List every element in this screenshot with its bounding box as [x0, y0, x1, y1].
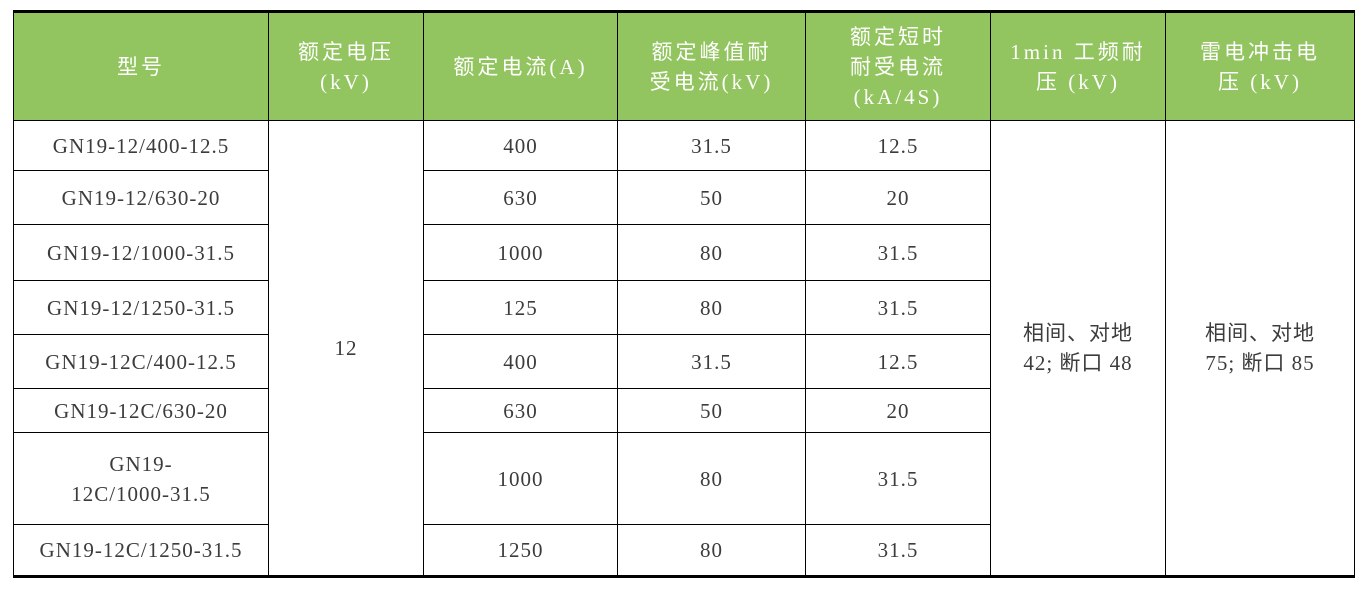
- table-row: GN19-12/400-12.5 12 400 31.5 12.5 相间、对地 …: [13, 120, 1355, 577]
- cell-peak-current: 31.5: [617, 334, 806, 389]
- cell-model: GN19-12/630-20: [13, 170, 269, 225]
- cell-rated-current: 630: [423, 170, 618, 225]
- merged-cell-rated-voltage: 12: [268, 120, 424, 577]
- header-peak-withstand-current: 额定峰值耐 受电流(kV): [617, 11, 806, 121]
- cell-rated-current: 1000: [423, 432, 618, 525]
- spec-table: 型号 额定电压 (kV) 额定电流(A) 额定峰值耐 受电流(kV) 额定短时 …: [13, 10, 1355, 578]
- cell-peak-current: 31.5: [617, 120, 806, 171]
- table-row: GN19-12C/630-20 630 50 20: [13, 388, 1355, 433]
- header-rated-voltage: 额定电压 (kV): [268, 11, 424, 121]
- table-row: GN19-12/630-20 630 50 20: [13, 170, 1355, 225]
- cell-short-time-current: 20: [805, 388, 991, 433]
- cell-peak-current: 80: [617, 224, 806, 281]
- cell-model: GN19-12/400-12.5: [13, 120, 269, 171]
- table-row: GN19-12C/400-12.5 400 31.5 12.5: [13, 334, 1355, 389]
- cell-rated-current: 630: [423, 388, 618, 433]
- header-row: 型号 额定电压 (kV) 额定电流(A) 额定峰值耐 受电流(kV) 额定短时 …: [13, 11, 1355, 121]
- cell-rated-current: 1250: [423, 524, 618, 577]
- cell-short-time-current: 12.5: [805, 334, 991, 389]
- header-model: 型号: [13, 11, 269, 121]
- cell-model: GN19-12C/1250-31.5: [13, 524, 269, 577]
- cell-model: GN19-12C/630-20: [13, 388, 269, 433]
- cell-short-time-current: 31.5: [805, 524, 991, 577]
- cell-short-time-current: 20: [805, 170, 991, 225]
- cell-model: GN19-12/1000-31.5: [13, 224, 269, 281]
- spec-table-container: 型号 额定电压 (kV) 额定电流(A) 额定峰值耐 受电流(kV) 额定短时 …: [13, 10, 1355, 578]
- cell-rated-current: 400: [423, 120, 618, 171]
- merged-cell-lightning-impulse: 相间、对地 75; 断口 85: [1165, 120, 1355, 577]
- cell-peak-current: 80: [617, 524, 806, 577]
- cell-short-time-current: 31.5: [805, 280, 991, 335]
- header-short-time-withstand-current: 额定短时 耐受电流 (kA/4S): [805, 11, 991, 121]
- table-row: GN19-12/1000-31.5 1000 80 31.5: [13, 224, 1355, 281]
- cell-rated-current: 125: [423, 280, 618, 335]
- cell-short-time-current: 12.5: [805, 120, 991, 171]
- table-row: GN19-12C/1250-31.5 1250 80 31.5: [13, 524, 1355, 577]
- cell-model: GN19-12C/400-12.5: [13, 334, 269, 389]
- cell-short-time-current: 31.5: [805, 224, 991, 281]
- cell-peak-current: 80: [617, 280, 806, 335]
- cell-peak-current: 50: [617, 170, 806, 225]
- table-row: GN19- 12C/1000-31.5 1000 80 31.5: [13, 432, 1355, 525]
- cell-rated-current: 1000: [423, 224, 618, 281]
- header-rated-current: 额定电流(A): [423, 11, 618, 121]
- cell-model: GN19- 12C/1000-31.5: [13, 432, 269, 525]
- header-lightning-impulse-voltage: 雷电冲击电 压 (kV): [1165, 11, 1355, 121]
- merged-cell-power-freq: 相间、对地 42; 断口 48: [990, 120, 1166, 577]
- cell-peak-current: 50: [617, 388, 806, 433]
- header-power-freq-withstand-voltage: 1min 工频耐 压 (kV): [990, 11, 1166, 121]
- cell-rated-current: 400: [423, 334, 618, 389]
- cell-peak-current: 80: [617, 432, 806, 525]
- cell-short-time-current: 31.5: [805, 432, 991, 525]
- cell-model: GN19-12/1250-31.5: [13, 280, 269, 335]
